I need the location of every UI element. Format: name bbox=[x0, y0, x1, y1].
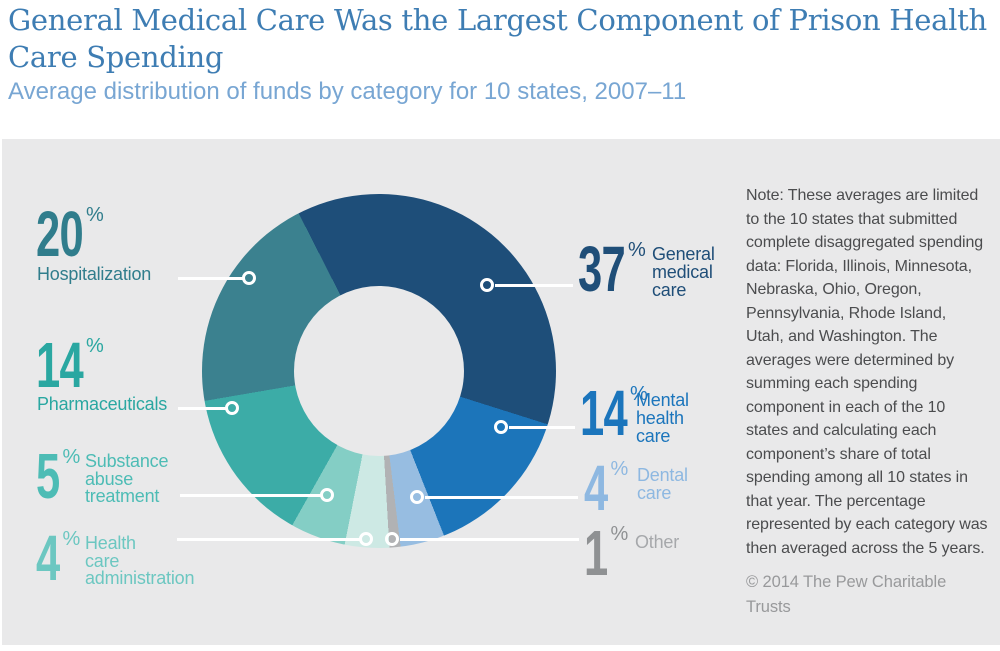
callout-label-health-care-administration: Health care administration bbox=[85, 533, 195, 588]
copyright-text: © 2014 The Pew Charitable Trusts bbox=[746, 573, 947, 616]
callout-value-general-medical-care: 37% bbox=[578, 237, 647, 301]
label-line: care bbox=[85, 550, 120, 571]
note-column: Note: These averages are limited to the … bbox=[746, 184, 988, 620]
leader-line-substance-abuse-treatment bbox=[180, 494, 323, 497]
leader-line-health-care-administration bbox=[177, 538, 362, 541]
label-line: health bbox=[636, 408, 684, 428]
callout-value-pharmaceuticals: 14% bbox=[36, 333, 105, 397]
chart-panel: 20% Hospitalization 14% Pharmaceuticals 5% Su… bbox=[2, 139, 1000, 645]
percent-sign: % bbox=[610, 458, 629, 480]
callout-label-hospitalization: Hospitalization bbox=[37, 264, 152, 284]
leader-dot-general-medical-care bbox=[480, 278, 494, 292]
leader-dot-pharmaceuticals bbox=[225, 401, 239, 415]
callout-digits: 5 bbox=[36, 440, 60, 512]
leader-dot-other bbox=[385, 532, 399, 546]
callout-label-dental-care: Dental care bbox=[637, 466, 688, 502]
callout-digits: 20 bbox=[36, 198, 84, 270]
callout-value-other: 1% bbox=[584, 517, 628, 589]
callout-digits: 14 bbox=[580, 377, 628, 449]
leader-line-pharmaceuticals bbox=[178, 407, 228, 410]
leader-line-other bbox=[400, 538, 579, 541]
percent-sign: % bbox=[86, 335, 104, 357]
label-line: Mental bbox=[636, 390, 689, 410]
leader-line-dental-care bbox=[425, 496, 578, 499]
callout-label-general-medical-care: General medical care bbox=[652, 245, 715, 299]
callout-value-dental-care: 4% bbox=[584, 452, 628, 524]
label-line: care bbox=[652, 280, 687, 300]
callout-label-pharmaceuticals: Pharmaceuticals bbox=[37, 394, 168, 414]
leader-line-mental-health-care bbox=[509, 426, 575, 429]
percent-sign: % bbox=[630, 383, 648, 405]
label-line: Health bbox=[85, 533, 136, 553]
leader-dot-substance-abuse-treatment bbox=[320, 488, 334, 502]
callout-digits: 1 bbox=[584, 517, 608, 589]
leader-line-general-medical-care bbox=[495, 284, 573, 287]
leader-dot-dental-care bbox=[410, 490, 424, 504]
callout-digits: 4 bbox=[584, 452, 608, 524]
leader-dot-hospitalization bbox=[242, 271, 256, 285]
callout-value-substance-abuse-treatment: 5% bbox=[36, 440, 80, 512]
label-line: Other bbox=[635, 532, 680, 552]
percent-sign: % bbox=[628, 239, 646, 261]
leader-dot-health-care-administration bbox=[359, 532, 373, 546]
label-line: General bbox=[652, 244, 715, 264]
label-line: care bbox=[637, 483, 672, 503]
leader-dot-mental-health-care bbox=[494, 420, 508, 434]
page-title: General Medical Care Was the Largest Com… bbox=[8, 3, 987, 74]
label-line: Dental bbox=[637, 465, 688, 485]
callout-value-health-care-administration: 4% bbox=[36, 522, 80, 594]
note-text: Note: These averages are limited to the … bbox=[746, 187, 988, 557]
donut-chart bbox=[202, 194, 556, 548]
label-line: Hospitalization bbox=[37, 264, 152, 284]
page-subtitle: Average distribution of funds by categor… bbox=[8, 78, 687, 105]
label-line: care bbox=[636, 426, 671, 446]
callout-digits: 14 bbox=[36, 329, 84, 401]
percent-sign: % bbox=[610, 523, 629, 545]
label-line: administration bbox=[85, 568, 195, 588]
callout-digits: 37 bbox=[578, 233, 626, 305]
percent-sign: % bbox=[62, 528, 81, 550]
percent-sign: % bbox=[62, 446, 81, 468]
callout-digits: 4 bbox=[36, 522, 60, 594]
label-line: abuse bbox=[85, 468, 134, 489]
callout-label-mental-health-care: Mental health care bbox=[636, 391, 689, 445]
callout-label-substance-abuse-treatment: Substance abuse treatment bbox=[85, 451, 169, 506]
label-line: medical bbox=[652, 262, 713, 282]
callout-value-hospitalization: 20% bbox=[36, 202, 105, 266]
callout-value-mental-health-care: 14% bbox=[580, 381, 649, 445]
label-line: Substance bbox=[85, 451, 169, 471]
callout-label-other: Other bbox=[635, 533, 679, 551]
percent-sign: % bbox=[86, 204, 104, 226]
label-line: treatment bbox=[85, 486, 160, 506]
label-line: Pharmaceuticals bbox=[37, 394, 168, 414]
leader-line-hospitalization bbox=[178, 277, 245, 280]
donut-hole bbox=[294, 286, 464, 456]
